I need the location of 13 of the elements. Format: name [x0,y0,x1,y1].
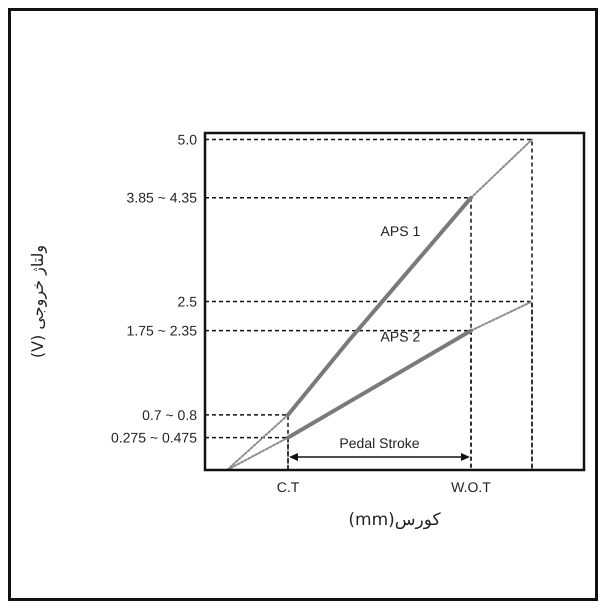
y-tick-label: 0.275 ~ 0.475 [110,429,198,446]
y-tick-label: 0.7 ~ 0.8 [142,406,198,423]
series-label: APS 2 [380,328,420,344]
y-axis-title: ولتاژ خروجی (V) [28,244,47,358]
y-tick-label: 2.5 [178,293,198,310]
series-label: APS 1 [380,223,420,240]
y-tick-label: 5.0 [178,131,198,148]
y-tick-label: 1.75 ~ 2.35 [126,322,198,339]
annotation: Pedal Stroke [339,435,420,451]
x-tick-label: C.T [276,479,300,495]
x-axis-title: کورس(mm) [348,510,442,530]
y-tick-label: 3.85 ~ 4.35 [126,190,198,206]
x-tick-label: W.O.T [451,479,492,495]
